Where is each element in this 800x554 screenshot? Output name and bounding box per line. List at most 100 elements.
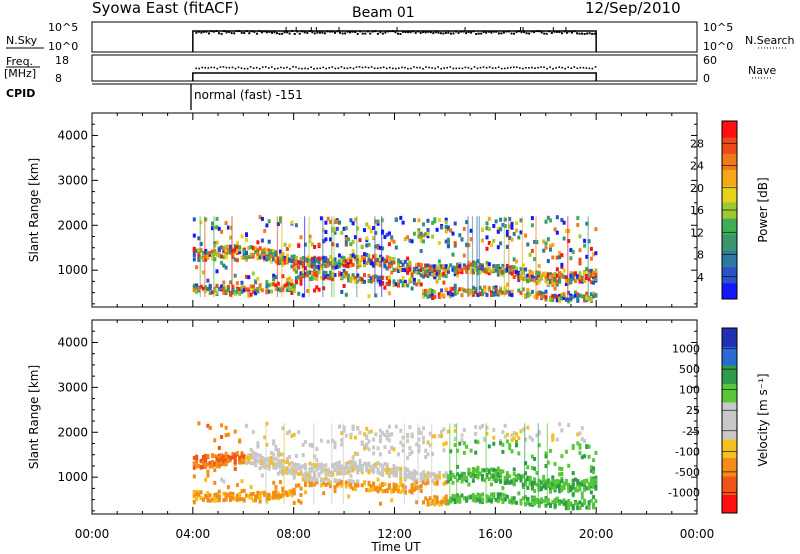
data-cell <box>276 287 280 292</box>
data-cell <box>501 492 505 497</box>
data-cell <box>469 228 473 233</box>
data-cell <box>417 218 421 223</box>
nsky-point <box>412 30 415 33</box>
nsky-point <box>485 31 488 34</box>
nsky-point <box>470 31 473 34</box>
data-streak <box>204 216 206 298</box>
data-cell <box>294 255 298 260</box>
data-cell <box>583 238 587 243</box>
data-cell <box>208 251 212 256</box>
data-cell <box>213 438 217 443</box>
nsky-point <box>281 32 284 35</box>
data-cell <box>417 279 421 284</box>
nsky-point <box>288 32 291 35</box>
nsky-point <box>407 31 410 34</box>
data-cell <box>517 271 521 275</box>
data-cell <box>508 443 512 448</box>
data-cell <box>265 284 269 289</box>
data-cell <box>417 449 421 454</box>
data-cell <box>363 443 366 448</box>
data-cell <box>587 484 591 488</box>
data-cell <box>494 497 498 502</box>
data-cell <box>594 484 598 489</box>
freq-point <box>249 66 252 68</box>
data-cell <box>544 498 548 503</box>
freq-point <box>531 66 533 69</box>
data-cell <box>453 221 457 226</box>
nave-label: Nave <box>748 64 776 77</box>
data-cell <box>281 464 285 469</box>
data-cell <box>510 479 514 484</box>
data-cell <box>487 227 491 231</box>
data-cell <box>290 287 294 292</box>
data-cell <box>399 215 403 220</box>
data-cell <box>560 295 564 300</box>
data-cell <box>408 238 412 243</box>
data-cell <box>569 293 573 298</box>
data-cell <box>369 484 373 489</box>
data-cell <box>406 433 410 438</box>
data-cell <box>535 276 539 281</box>
nsky-point <box>419 31 422 34</box>
data-cell <box>238 439 242 444</box>
data-cell <box>424 292 428 297</box>
data-cell <box>351 427 355 431</box>
data-cell <box>428 294 432 298</box>
data-cell <box>594 277 598 282</box>
data-cell <box>428 290 432 295</box>
data-cell <box>583 296 587 300</box>
data-cell <box>319 275 323 280</box>
data-cell <box>426 231 430 236</box>
data-cell <box>490 293 493 298</box>
data-cell <box>449 263 453 268</box>
x-tick-label: 20:00 <box>579 527 614 541</box>
data-cell <box>263 435 267 440</box>
data-cell <box>229 455 233 460</box>
data-cell <box>306 288 310 293</box>
data-cell <box>408 452 412 457</box>
data-cell <box>322 478 326 483</box>
data-cell <box>331 258 335 263</box>
freq-point <box>570 67 573 69</box>
nsky-point <box>497 32 500 35</box>
data-cell <box>564 478 568 483</box>
data-cell <box>485 292 489 297</box>
data-cell <box>512 496 516 501</box>
data-cell <box>585 296 589 300</box>
data-cell <box>383 489 387 494</box>
data-cell <box>571 506 575 511</box>
data-cell <box>569 501 573 506</box>
data-cell <box>551 475 555 480</box>
data-cell <box>546 480 550 485</box>
data-cell <box>245 456 248 461</box>
nsky-point <box>273 31 276 34</box>
data-cell <box>505 229 509 234</box>
data-cell <box>499 227 503 232</box>
nsky-point <box>271 31 273 34</box>
data-cell <box>245 493 248 498</box>
data-cell <box>279 452 282 457</box>
data-cell <box>290 220 294 225</box>
freq-point <box>452 67 455 70</box>
colorbar-tick-label: 1000 <box>672 343 700 356</box>
data-cell <box>383 462 387 467</box>
data-cell <box>526 465 530 470</box>
data-cell <box>576 441 580 446</box>
data-cell <box>510 237 514 242</box>
nave-line <box>192 72 597 81</box>
data-cell <box>469 448 473 453</box>
data-cell <box>481 288 484 293</box>
data-cell <box>422 440 425 445</box>
data-cell <box>290 285 294 290</box>
data-cell <box>583 479 587 484</box>
data-cell <box>503 434 507 439</box>
data-cell <box>245 255 248 260</box>
data-cell <box>294 223 298 228</box>
data-cell <box>515 221 518 226</box>
data-cell <box>353 276 357 280</box>
data-cell <box>260 248 264 253</box>
data-cell <box>549 504 552 509</box>
data-cell <box>490 290 493 295</box>
freq-point <box>346 67 349 70</box>
